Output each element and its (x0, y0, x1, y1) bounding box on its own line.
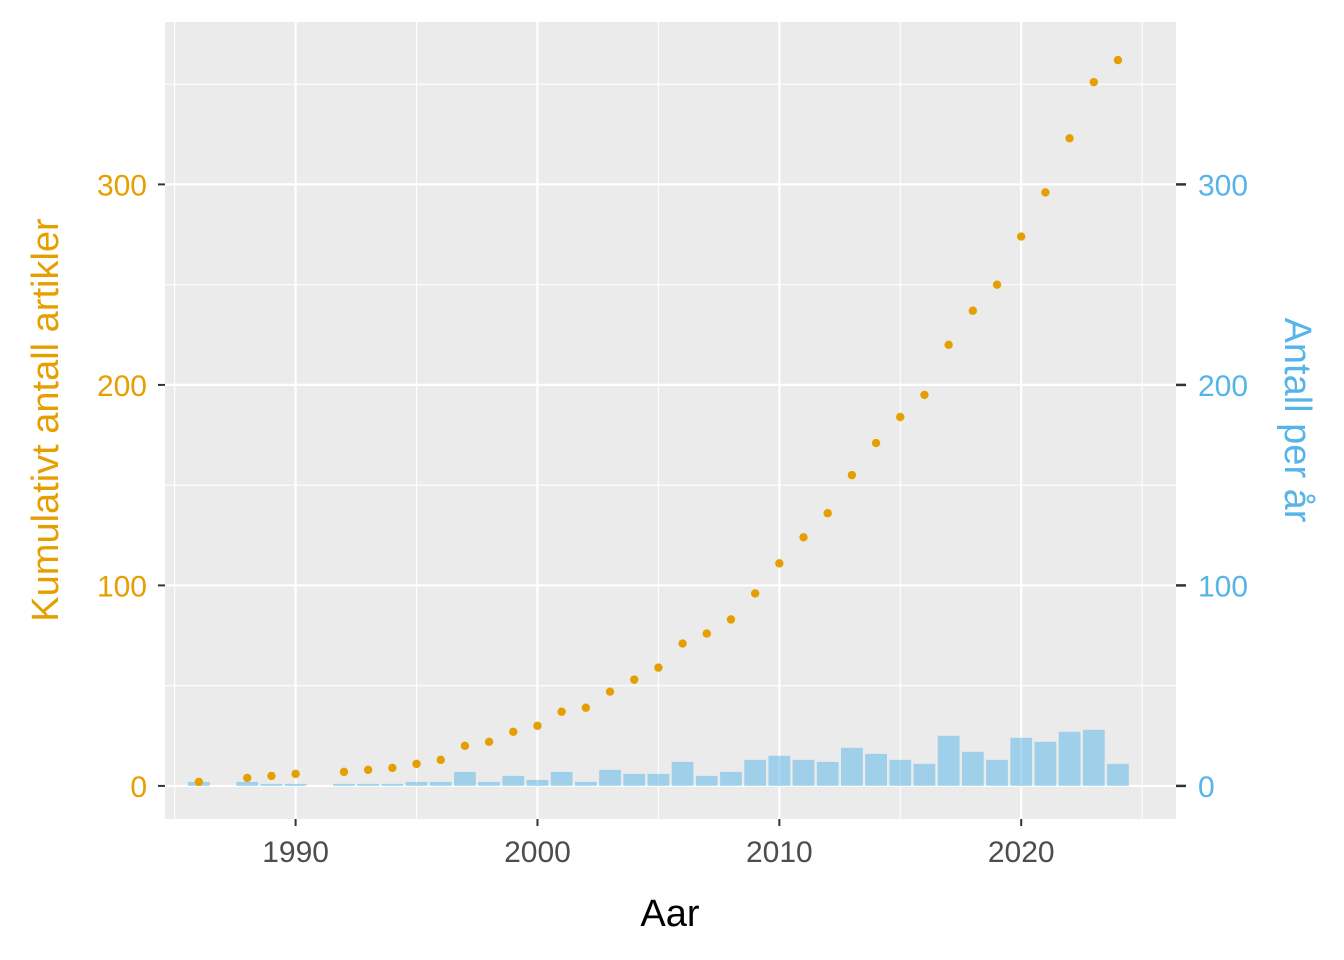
point (509, 727, 518, 736)
bar (841, 747, 863, 786)
point (533, 721, 542, 730)
bar (357, 783, 380, 786)
point (267, 771, 276, 781)
x-axis-title: Aar (640, 893, 699, 935)
y-axis-right-title: Antall per år (1276, 318, 1318, 523)
bar (986, 759, 1008, 786)
point (944, 340, 953, 350)
bar (1107, 763, 1129, 786)
point (1041, 188, 1050, 197)
y-right-tick-label: 100 (1198, 570, 1248, 603)
point (581, 703, 591, 712)
bar (889, 759, 912, 786)
point (243, 773, 252, 783)
point (363, 765, 373, 775)
bar (768, 755, 791, 786)
point (968, 306, 978, 315)
point (678, 639, 687, 648)
bar (937, 735, 960, 786)
x-tick-label: 2010 (746, 836, 813, 869)
y-left-tick-label: 300 (97, 169, 147, 202)
point (871, 438, 881, 448)
bar (502, 775, 525, 786)
cumulative-points (194, 55, 1123, 787)
point (750, 589, 760, 598)
bar (647, 773, 670, 786)
bar (816, 761, 839, 786)
y-axis-right: 0 100 200 300 (1176, 169, 1248, 804)
point (823, 509, 832, 518)
bar (720, 771, 742, 786)
y-right-tick-label: 300 (1198, 169, 1248, 202)
x-tick-label: 2000 (504, 836, 571, 869)
y-axis-left-title: Kumulativt antall artikler (25, 218, 67, 622)
y-axis-left: 0 100 200 300 (97, 169, 165, 804)
y-left-tick-label: 200 (97, 370, 147, 403)
bar (550, 771, 573, 786)
bar (454, 771, 476, 786)
bar (744, 759, 767, 786)
point (291, 769, 300, 779)
point (412, 759, 421, 769)
point (992, 280, 1002, 289)
point (339, 767, 349, 777)
bar (623, 773, 646, 786)
point (1017, 232, 1026, 241)
point (1089, 77, 1098, 87)
y-right-tick-label: 200 (1198, 370, 1248, 403)
y-left-tick-label: 100 (97, 570, 147, 603)
point (630, 675, 639, 684)
bar (429, 781, 452, 786)
bar (865, 753, 887, 786)
point (1065, 134, 1074, 143)
point (654, 663, 663, 672)
bar (260, 783, 283, 786)
bar (792, 759, 815, 786)
y-left-tick-label: 0 (130, 771, 147, 804)
point (775, 559, 784, 568)
bar (405, 781, 428, 786)
bar (526, 779, 549, 786)
point (702, 629, 711, 638)
bar (284, 783, 307, 786)
bar (478, 781, 500, 786)
bar (1010, 737, 1033, 786)
point (388, 763, 397, 773)
point (436, 755, 445, 765)
point (557, 707, 566, 716)
x-axis: 1990 2000 2010 2020 (262, 819, 1055, 869)
bar (913, 763, 936, 786)
bar (1058, 731, 1081, 786)
bar (1034, 741, 1057, 786)
point (799, 533, 808, 542)
point (460, 741, 470, 751)
x-tick-label: 1990 (262, 836, 329, 869)
minor-gridlines (165, 22, 1176, 819)
y-right-tick-label: 0 (1198, 771, 1215, 804)
point (726, 615, 736, 624)
bar (961, 751, 984, 786)
x-tick-label: 2020 (988, 836, 1055, 869)
point (896, 412, 905, 422)
bar (1082, 729, 1105, 786)
plot-panel (165, 22, 1176, 819)
bar (381, 783, 404, 786)
bar (236, 781, 259, 786)
point (1113, 55, 1123, 65)
point (920, 390, 929, 400)
bar (695, 775, 718, 786)
bar (599, 769, 621, 786)
bar (574, 781, 597, 786)
point (605, 687, 615, 696)
point (484, 737, 494, 747)
bar (671, 761, 694, 786)
per-year-bars (187, 729, 1129, 786)
point (847, 470, 857, 480)
point (194, 777, 204, 787)
bar (333, 783, 355, 786)
